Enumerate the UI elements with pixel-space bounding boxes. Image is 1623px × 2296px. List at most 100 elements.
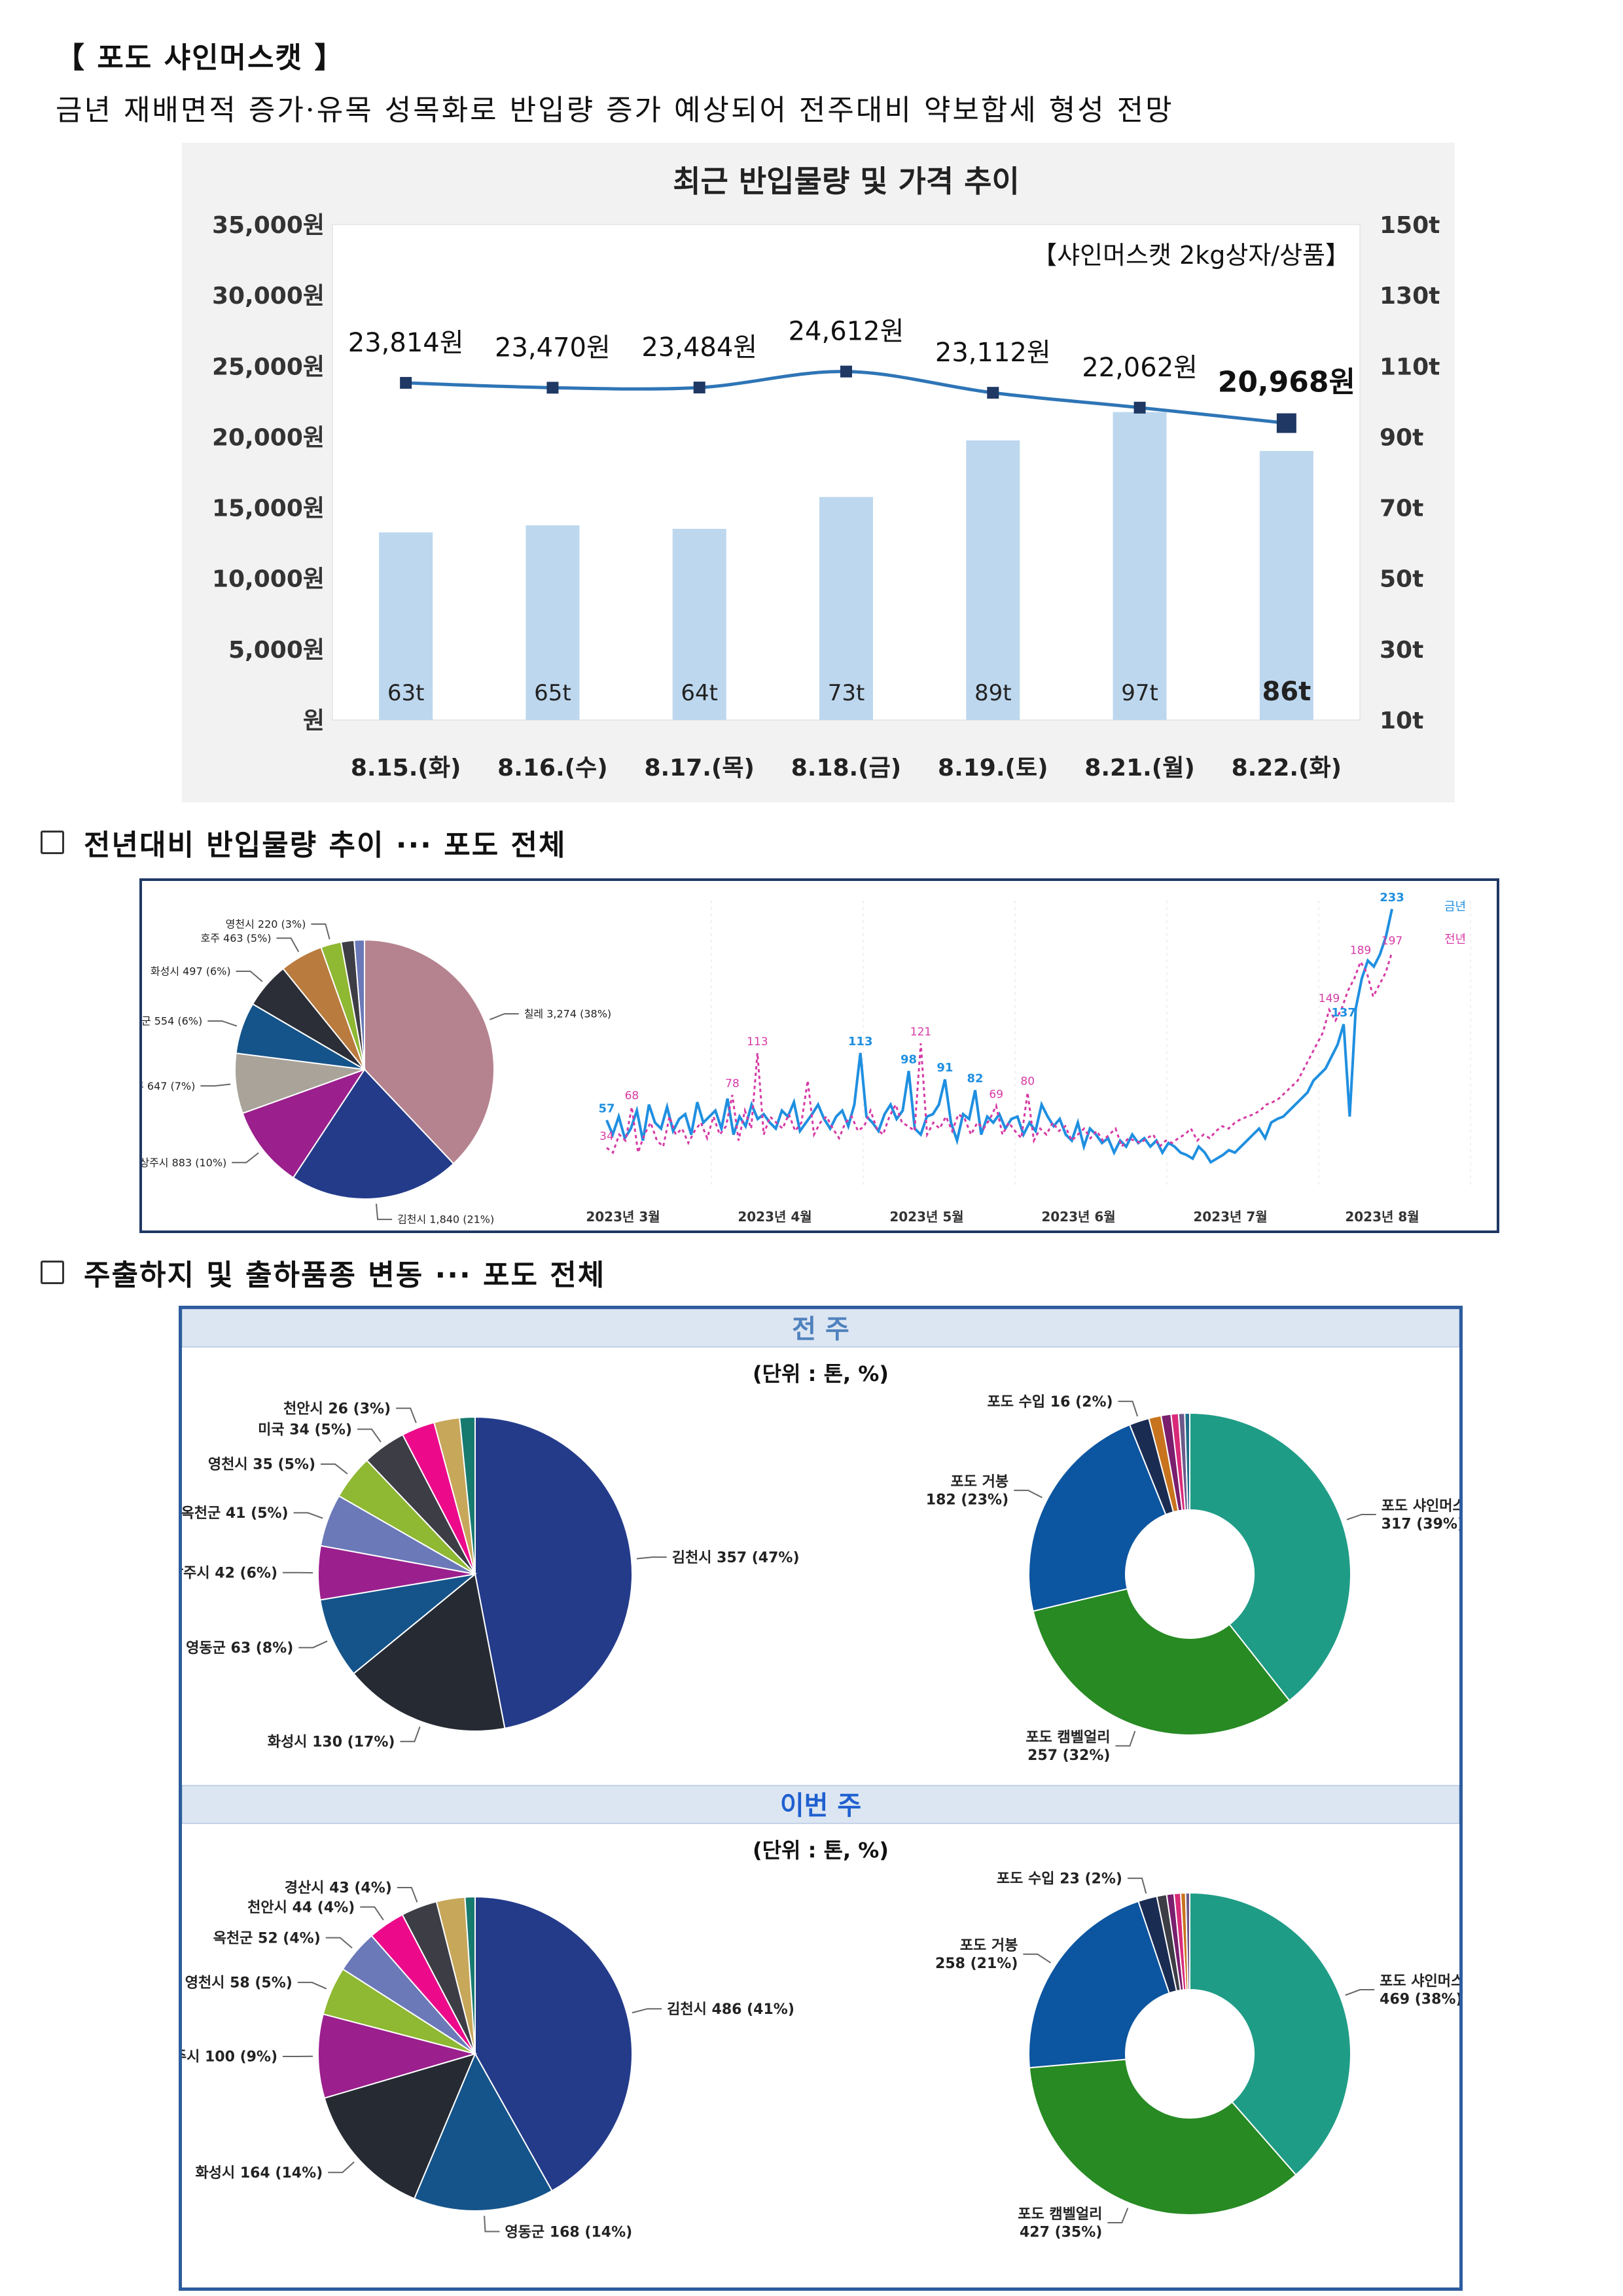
price-label: 20,968원 <box>1218 365 1355 399</box>
price-label: 23,484원 <box>641 332 757 363</box>
pie-slice-label: 김천시 357 (47%) <box>672 1550 800 1566</box>
price-label: 23,112원 <box>935 338 1051 368</box>
pie-slice <box>474 1416 633 1729</box>
pie-leader-line <box>1118 1401 1139 1417</box>
document-subtitle: 금년 재배면적 증가·유목 성목화로 반입량 증가 예상되어 전주대비 약보합세… <box>56 94 1174 127</box>
volume-bar <box>672 529 726 720</box>
x-tick-label: 2023년 6월 <box>1041 1209 1115 1225</box>
donut-hole <box>1126 1990 1254 2118</box>
pie-slice-label: 화성시 164 (14%) <box>195 2165 323 2181</box>
y-right-tick: 90t <box>1380 424 1423 451</box>
pie-slice-label: 영천시 220 (3%) <box>226 918 306 930</box>
volume-bar-label: 65t <box>534 680 571 706</box>
pie-slice-label: 포도 수입 16 (2%) <box>988 1394 1113 1410</box>
yoy-volume-svg: 칠레 3,274 (38%) 김천시 1,840 (21%) 상주시 883 (10… <box>122 891 1471 1226</box>
last-year-annotation: 121 <box>910 1026 931 1039</box>
last-year-annotation: 149 <box>1319 992 1340 1005</box>
pie-slice-label: 옥천군 41 (5%) <box>182 1505 289 1522</box>
panel-this-unit: (단위 : 톤, %) <box>753 1838 889 1863</box>
pie-slice <box>323 2053 476 2200</box>
panel-prev-unit: (단위 : 톤, %) <box>753 1361 889 1386</box>
pie-slice <box>464 1895 476 2054</box>
volume-bar <box>1259 451 1313 720</box>
pie-slice <box>319 1573 478 1675</box>
volume-bar-label: 97t <box>1121 680 1158 706</box>
volume-bar-label: 63t <box>387 680 425 706</box>
y-right-tick: 30t <box>1380 637 1423 664</box>
pie-leader-line <box>490 1013 519 1020</box>
y-left-tick: 20,000원 <box>212 424 325 451</box>
pie-slice-label: 천안시 44 (4%) <box>247 1899 355 1916</box>
pie-leader-line <box>632 2008 662 2014</box>
y-left-tick: 5,000원 <box>228 637 325 664</box>
section-yoy-label: 전년대비 반입물량 추이 ··· 포도 전체 <box>84 829 567 862</box>
pie-leader-line <box>297 1981 327 1990</box>
this-year-annotation: 82 <box>967 1072 984 1086</box>
pie-slice-label: 호주 463 (5%) <box>201 932 272 944</box>
x-tick-label: 8.21.(월) <box>1084 755 1195 781</box>
section-origin-heading: 주출하지 및 출하품종 변동 ··· 포도 전체 <box>41 1251 605 1293</box>
last-year-annotation: 69 <box>989 1088 1003 1102</box>
price-volume-svg: 최근 반입물량 및 가격 추이 【샤인머스캣 2kg상자/상품】 원 5,000원 10… <box>212 164 1440 781</box>
price-marker <box>546 382 559 394</box>
pie-leader-line <box>276 937 300 952</box>
price-label: 22,062원 <box>1082 353 1198 383</box>
pie-slice <box>317 2013 478 2099</box>
x-tick-label: 2023년 5월 <box>889 1209 963 1225</box>
pie-slice-label: 포도 캠벨얼리 <box>1018 2206 1102 2223</box>
y-right-tick: 110t <box>1380 353 1440 380</box>
pie-slice-label: 257 (32%) <box>1027 1748 1110 1764</box>
donut-hole <box>1126 1510 1254 1638</box>
pie-slice <box>413 2052 553 2212</box>
y-right-tick: 70t <box>1380 495 1423 522</box>
pie-slice-label: 영동군 554 (6%) <box>142 1015 202 1028</box>
origin-variety-svg: 전 주 (단위 : 톤, %) 이번 주 (단위 : 톤, %) 김천시 357 (47… <box>160 1308 1479 2240</box>
volume-bar <box>379 532 433 720</box>
pie-leader-line <box>400 1726 421 1742</box>
last-year-annotation: 197 <box>1382 935 1402 948</box>
pie-slice-label: 영천시 35 (5%) <box>208 1457 315 1473</box>
pie-slice <box>474 1895 633 2192</box>
panel-prev-header <box>181 1308 1460 1348</box>
pie-slice-label: 427 (35%) <box>1020 2224 1102 2240</box>
pie-slice <box>353 939 365 1070</box>
pie-leader-line <box>311 923 330 940</box>
pie-leader-line <box>232 1152 259 1164</box>
volume-bar <box>1113 412 1167 720</box>
x-tick-label: 2023년 8월 <box>1345 1209 1419 1225</box>
x-tick-label: 8.16.(수) <box>497 755 608 781</box>
pie-slice <box>241 1068 366 1179</box>
price-label: 24,612원 <box>789 317 904 347</box>
volume-bar-label: 86t <box>1262 677 1311 707</box>
y-right-tick: 50t <box>1380 566 1423 593</box>
y-right-tick: 130t <box>1380 283 1440 310</box>
pie-slice <box>364 939 495 1165</box>
pie-slice-label: 경산시 43 (4%) <box>285 1880 392 1897</box>
pie-slice-label: 포도 캠벨얼리 <box>1026 1729 1110 1746</box>
section-yoy-heading: 전년대비 반입물량 추이 ··· 포도 전체 <box>41 821 566 863</box>
volume-bar <box>819 497 873 720</box>
x-tick-label: 8.22.(화) <box>1232 755 1342 781</box>
price-marker <box>840 365 852 378</box>
price-marker <box>987 387 999 399</box>
pie-leader-line <box>328 2161 355 2174</box>
volume-bar <box>966 440 1020 720</box>
legend-last-year: 전년 <box>1444 933 1466 946</box>
price-marker <box>400 376 412 389</box>
pie-leader-line <box>1023 1953 1052 1964</box>
this-year-annotation: 91 <box>936 1061 953 1075</box>
last-year-line <box>606 952 1393 1155</box>
panel-this-header <box>181 1785 1460 1824</box>
last-year-annotation: 189 <box>1350 944 1371 958</box>
price-marker <box>693 382 705 394</box>
pie-leader-line <box>207 1020 238 1027</box>
checkbox-icon <box>41 1261 64 1284</box>
price-label: 23,814원 <box>348 328 464 358</box>
pie-slice-label: 포도 샤인머스캣 <box>1380 1973 1459 1990</box>
this-year-annotation: 113 <box>848 1035 873 1049</box>
pie-slice-label: 김천시 486 (41%) <box>667 2001 794 2018</box>
this-year-annotation: 98 <box>901 1052 917 1066</box>
this-year-line <box>605 908 1393 1164</box>
this-year-annotation: 57 <box>598 1102 615 1116</box>
x-tick-label: 8.15.(화) <box>351 755 461 781</box>
